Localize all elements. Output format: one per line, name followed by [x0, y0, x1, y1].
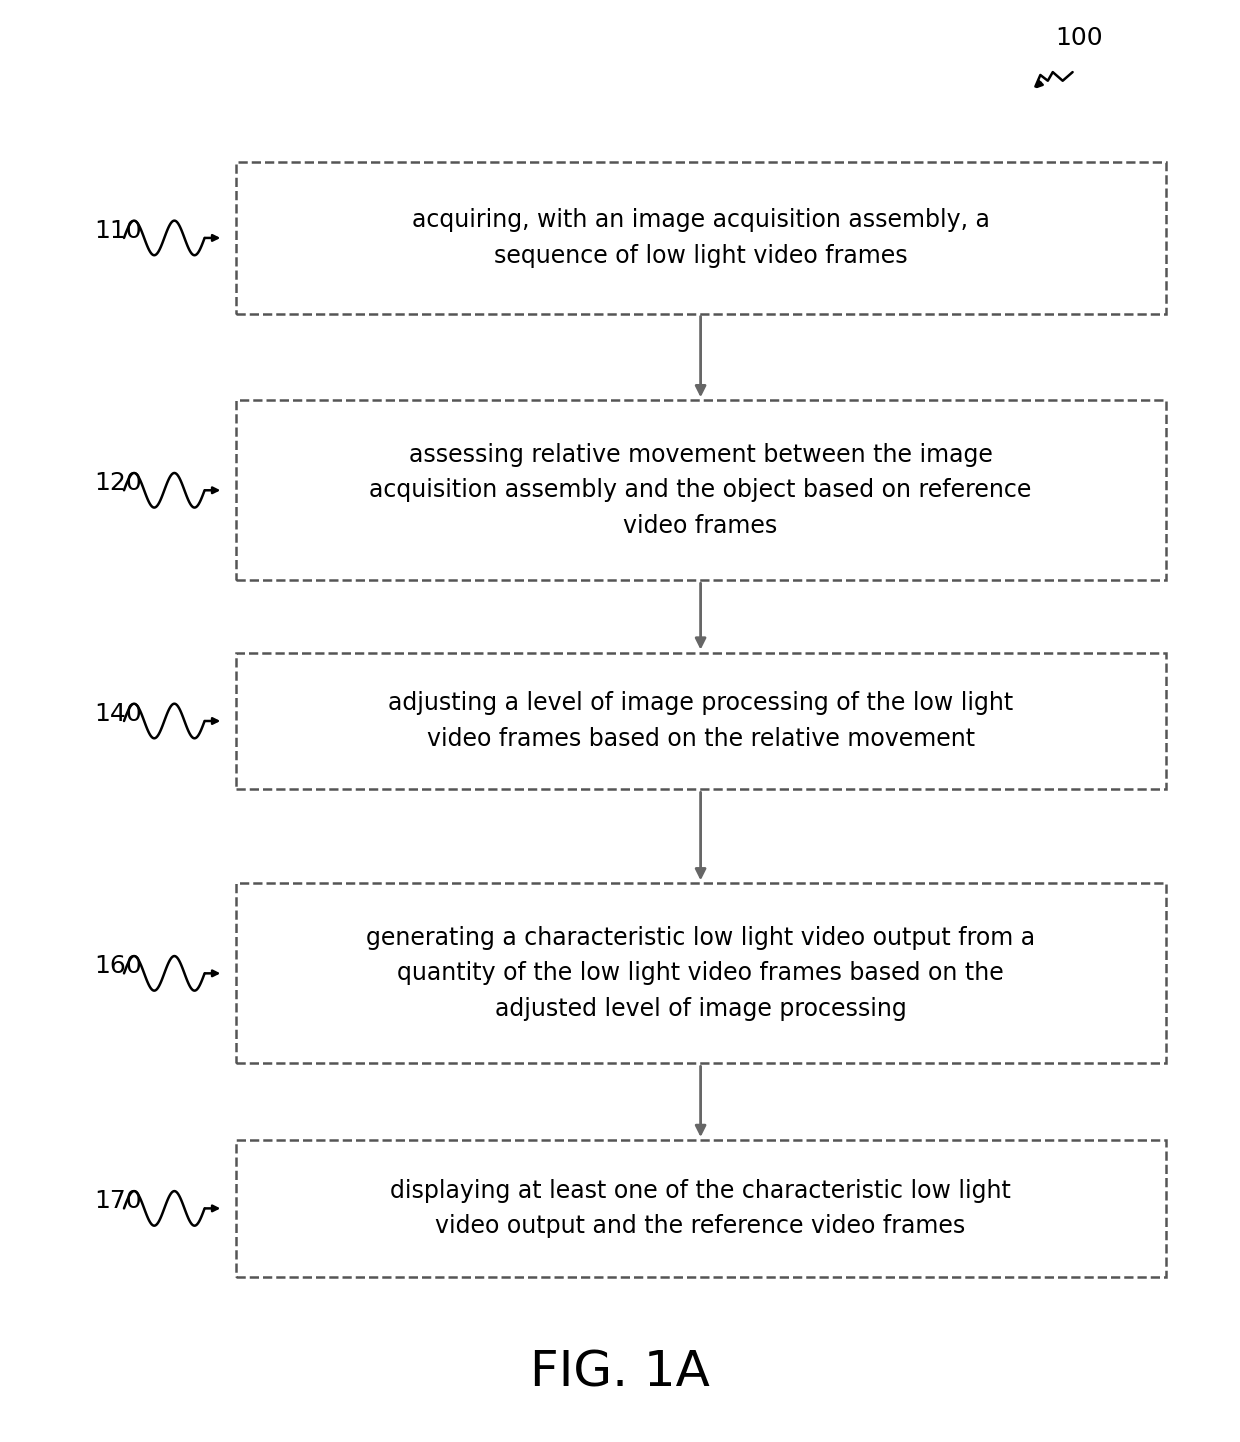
Text: 160: 160	[94, 955, 141, 978]
FancyBboxPatch shape	[236, 163, 1166, 314]
Text: acquiring, with an image acquisition assembly, a
sequence of low light video fra: acquiring, with an image acquisition ass…	[412, 208, 990, 268]
Text: 170: 170	[94, 1190, 141, 1213]
FancyBboxPatch shape	[236, 883, 1166, 1064]
Text: 140: 140	[94, 702, 141, 725]
Text: assessing relative movement between the image
acquisition assembly and the objec: assessing relative movement between the …	[370, 443, 1032, 538]
Text: generating a characteristic low light video output from a
quantity of the low li: generating a characteristic low light vi…	[366, 926, 1035, 1021]
FancyBboxPatch shape	[236, 652, 1166, 790]
Text: 100: 100	[1055, 26, 1102, 50]
Text: 120: 120	[94, 472, 141, 495]
Text: adjusting a level of image processing of the low light
video frames based on the: adjusting a level of image processing of…	[388, 691, 1013, 751]
FancyBboxPatch shape	[236, 399, 1166, 580]
Text: displaying at least one of the characteristic low light
video output and the ref: displaying at least one of the character…	[391, 1178, 1011, 1239]
Text: FIG. 1A: FIG. 1A	[529, 1348, 711, 1397]
Text: 110: 110	[94, 219, 141, 242]
FancyBboxPatch shape	[236, 1139, 1166, 1278]
